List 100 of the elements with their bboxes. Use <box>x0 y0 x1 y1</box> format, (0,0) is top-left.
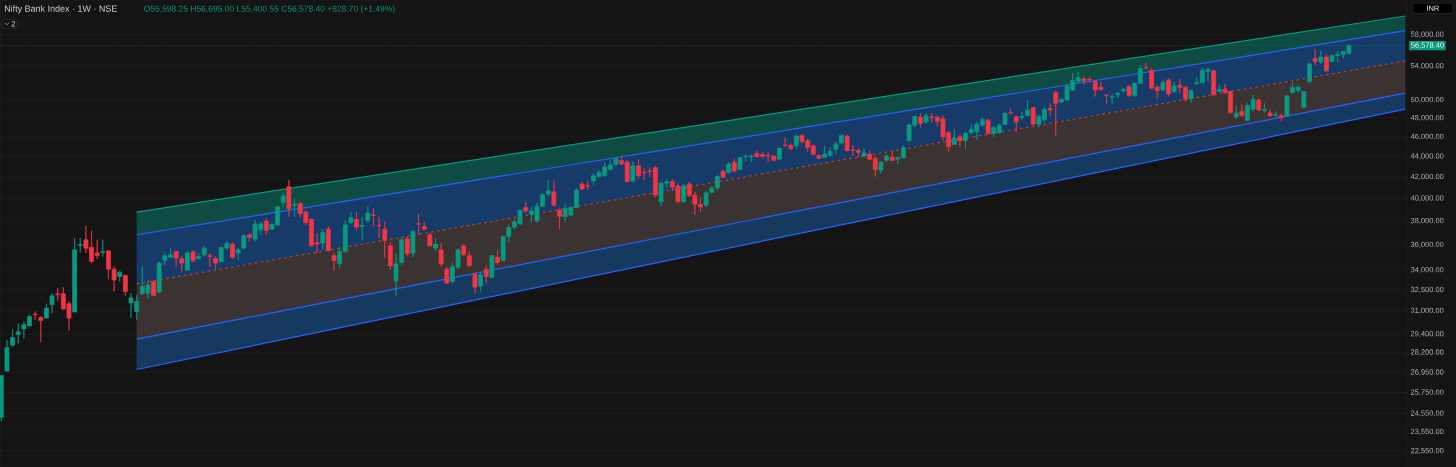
candlestick <box>0 375 4 422</box>
candlestick <box>1109 93 1115 105</box>
candlestick <box>1278 113 1284 122</box>
candlestick <box>861 148 867 157</box>
candlestick <box>1143 62 1149 70</box>
candlestick <box>44 303 49 320</box>
candlestick <box>878 161 884 175</box>
candlestick <box>1166 77 1171 97</box>
candlestick <box>1171 81 1177 93</box>
candlestick <box>557 208 562 230</box>
candlestick <box>923 112 929 124</box>
candlestick <box>1256 97 1262 112</box>
candlestick <box>388 241 393 271</box>
candlestick <box>1019 111 1025 121</box>
candlestick <box>1239 103 1245 118</box>
candlestick <box>38 316 44 343</box>
candlestick <box>889 151 895 162</box>
candlestick <box>1025 99 1030 117</box>
candlestick <box>320 228 326 251</box>
candlestick <box>4 339 10 372</box>
candlestick <box>1053 90 1059 137</box>
candlestick <box>1126 84 1132 97</box>
candlestick <box>963 131 968 150</box>
candlestick <box>185 251 190 272</box>
candlestick <box>348 211 354 225</box>
candlestick <box>1284 94 1290 118</box>
candlestick <box>472 272 478 294</box>
candlestick <box>77 237 83 253</box>
candlestick <box>461 243 467 257</box>
candlestick <box>241 233 247 250</box>
candlestick <box>816 153 822 160</box>
candlestick <box>726 161 732 175</box>
candlestick <box>190 250 196 263</box>
candlestick <box>466 251 472 268</box>
candlestick <box>1115 91 1121 99</box>
candlestick <box>15 322 21 344</box>
candlestick <box>438 242 444 268</box>
candlestick <box>1307 62 1312 85</box>
candlestick <box>489 254 495 279</box>
candlestick <box>410 229 416 258</box>
candlestick <box>793 133 799 150</box>
candlestick <box>207 252 213 268</box>
candlestick <box>286 179 292 218</box>
candlestick <box>196 252 202 261</box>
candlestick <box>1211 69 1217 97</box>
candlestick <box>156 261 162 294</box>
candlestick <box>1324 54 1329 72</box>
candlestick <box>235 247 241 261</box>
candlestick <box>122 274 128 297</box>
candlestick <box>365 205 371 223</box>
candlestick <box>1121 87 1126 93</box>
candlestick <box>10 328 15 348</box>
candlestick <box>393 252 399 297</box>
candlestick <box>1216 84 1222 93</box>
candlestick <box>399 236 405 266</box>
candlestick <box>495 249 500 266</box>
candlestick <box>280 193 286 208</box>
candlestick <box>72 237 77 313</box>
candlestick <box>1261 102 1267 114</box>
candlestick <box>100 239 106 257</box>
candlestick <box>1188 88 1194 104</box>
candlestick <box>1267 109 1273 118</box>
candlestick <box>483 264 489 284</box>
candlestick <box>715 174 720 192</box>
candlestick <box>1013 114 1019 133</box>
candlestick <box>551 180 557 207</box>
candlestick <box>263 218 269 236</box>
candlestick <box>1273 111 1279 118</box>
candlestick <box>427 232 433 247</box>
candlestick <box>201 245 207 257</box>
candlestick <box>630 161 636 183</box>
candlestick <box>376 216 382 239</box>
candlestick <box>1318 50 1324 65</box>
candlestick <box>382 221 388 259</box>
candlestick <box>777 146 782 161</box>
candlestick <box>331 252 337 272</box>
candlestick <box>151 279 156 297</box>
text: Nifty Bank Index · 1W · NSE <box>4 5 117 14</box>
candlestick <box>1233 105 1239 120</box>
candlestick <box>918 112 923 128</box>
candlestick <box>117 270 123 282</box>
candlestick <box>1312 48 1318 66</box>
candlestick <box>720 169 726 179</box>
candlestick <box>731 158 737 173</box>
candlestick <box>1002 112 1008 126</box>
candlestick <box>230 242 235 260</box>
candlestick <box>523 201 529 214</box>
annotation: O55,598.25 H56,695.00 L55,400.55 C56,578.40 +828.70 (+1.49%) <box>144 5 395 14</box>
candlestick <box>951 128 957 146</box>
candlestick <box>32 311 38 321</box>
candlestick <box>292 197 297 218</box>
candlestick <box>49 292 55 314</box>
candlestick <box>884 153 889 163</box>
candlestick <box>1160 79 1166 92</box>
candlestick <box>371 208 376 227</box>
candlestick <box>213 256 218 270</box>
candlestick <box>1047 102 1053 116</box>
candlestick <box>1301 90 1307 109</box>
candlestick <box>359 216 365 241</box>
candlestick <box>433 237 438 252</box>
